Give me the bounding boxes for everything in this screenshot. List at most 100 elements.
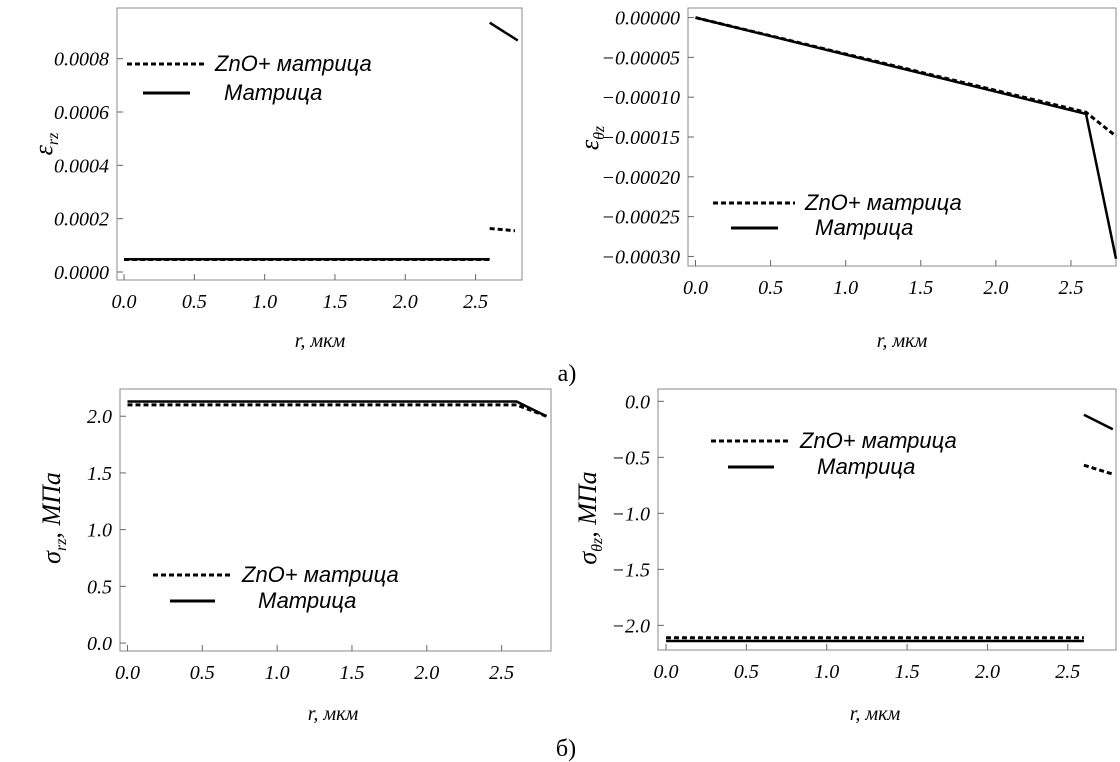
y-tick-label: 0.0 <box>625 391 650 413</box>
x-tick-label: 2.5 <box>1055 661 1080 683</box>
x-tick-label: 2.5 <box>463 291 488 313</box>
legend: ZnO+ матрица Матрица <box>713 190 962 240</box>
legend-label-zno-matrix: ZnO+ матрица <box>241 562 399 587</box>
y-tick-label: 0.0 <box>87 633 112 655</box>
y-axis: 0.0 0.5 1.0 1.5 2.0 <box>87 406 126 655</box>
y-tick-label: −0.00010 <box>602 87 681 109</box>
x-tick-label: 1.5 <box>339 662 364 684</box>
x-tick-label: 1.0 <box>814 661 839 683</box>
y-tick-label: 0.0008 <box>54 49 109 71</box>
series-line-zno-matrix <box>1083 463 1114 476</box>
y-axis: 0.0000 0.0002 0.0004 0.0006 0.0008 <box>54 49 123 284</box>
y-tick-label: 0.0002 <box>54 209 109 231</box>
legend-label-matrix: Матрица <box>224 80 322 105</box>
y-tick-label: −2.0 <box>612 615 651 637</box>
y-axis-label-unit: , МПа <box>573 471 602 537</box>
x-axis: 0.0 0.5 1.0 1.5 2.0 2.5 <box>112 274 488 313</box>
y-axis-label-unit: , МПа <box>37 472 66 538</box>
x-tick-label: 2.0 <box>975 661 1000 683</box>
x-axis-label: r, мкм <box>295 330 346 352</box>
x-tick-label: 0.5 <box>758 277 783 299</box>
y-tick-label: 0.0004 <box>54 155 109 177</box>
x-tick-label: 0.5 <box>734 661 759 683</box>
chart-strain-rz: 0.0 0.5 1.0 1.5 2.0 2.5 0.00000.00020.00040.0… <box>29 7 523 352</box>
y-tick-label: 0.0006 <box>54 102 109 124</box>
y-axis-label-sub: rz <box>45 132 62 145</box>
x-axis-label: r, мкм <box>850 703 901 725</box>
plot-frame <box>116 7 523 281</box>
chart-stress-theta-z: 0.0 0.5 1.0 1.5 2.0 2.5 0.0 −0.5 −1.0 −1.5 −2.0 Z… <box>573 388 1117 725</box>
y-tick-label: 1.0 <box>87 520 112 542</box>
x-tick-label: 1.0 <box>265 662 290 684</box>
y-tick-label: −0.00025 <box>602 207 681 229</box>
y-axis-label: σθz, МПа <box>573 471 606 564</box>
y-axis-label-main: ε <box>575 139 604 150</box>
legend-label-matrix: Матрица <box>258 588 356 613</box>
x-tick-label: 0.5 <box>190 662 215 684</box>
y-tick-label: 2.0 <box>87 406 112 428</box>
y-tick-label: −0.00020 <box>602 167 681 189</box>
legend-label-zno-matrix: ZnO+ матрица <box>214 51 372 76</box>
x-tick-label: 1.0 <box>252 291 277 313</box>
x-tick-label: 2.0 <box>393 291 418 313</box>
x-tick-label: 1.5 <box>895 661 920 683</box>
x-tick-label: 2.0 <box>983 277 1008 299</box>
series-layer <box>666 413 1114 643</box>
legend-label-zno-matrix: ZnO+ матрица <box>804 190 962 215</box>
x-tick-label: 0.5 <box>182 291 207 313</box>
x-tick-label: 2.5 <box>489 662 514 684</box>
legend-label-matrix: Матрица <box>817 454 915 479</box>
y-tick-label: 0.5 <box>87 576 112 598</box>
legend: ZnO+ матрица Матрица <box>711 428 957 479</box>
x-tick-label: 0.0 <box>115 662 140 684</box>
y-tick-label: −0.5 <box>612 447 651 469</box>
y-axis-label-sub: θz <box>591 125 608 140</box>
y-axis-label-sub: rz <box>53 538 70 551</box>
x-tick-label: 1.5 <box>322 291 347 313</box>
y-tick-label: −1.0 <box>612 503 651 525</box>
x-tick-label: 1.5 <box>908 277 933 299</box>
legend-label-matrix: Матрица <box>815 215 913 240</box>
series-line-matrix <box>127 400 548 418</box>
series-line-zno-matrix <box>695 16 1117 138</box>
y-axis-label-main: σ <box>37 550 66 564</box>
series-line-matrix <box>695 16 1118 260</box>
chart-strain-theta-z: 0.0 0.5 1.0 1.5 2.0 2.5 0.00000 −0.00005 −0.000… <box>575 7 1118 352</box>
y-tick-label: 0.00000 <box>615 8 680 30</box>
series-layer <box>695 16 1118 260</box>
plot-frame <box>119 388 552 652</box>
chart-stress-rz: 0.0 0.5 1.0 1.5 2.0 2.5 0.0 0.5 1.0 1.5 2.0 ZnO+ … <box>37 388 552 725</box>
y-axis-label-main: ε <box>29 144 58 155</box>
x-tick-label: 2.5 <box>1058 277 1083 299</box>
caption-top: а) <box>558 361 577 387</box>
series-line-zno-matrix <box>127 403 548 418</box>
series-line-zno-matrix <box>489 227 516 233</box>
y-axis: 0.00000 −0.00005 −0.00010 −0.00015 −0.00020 −… <box>602 8 694 268</box>
caption-bottom: б) <box>556 736 576 762</box>
series-line-matrix <box>489 21 519 42</box>
y-tick-label: −0.00005 <box>602 47 681 69</box>
y-axis-label: εrz <box>29 132 62 155</box>
series-layer <box>127 400 548 418</box>
x-axis: 0.0 0.5 1.0 1.5 2.0 2.5 <box>683 260 1083 299</box>
x-axis-label: r, мкм <box>308 703 359 725</box>
y-axis-label: σrz, МПа <box>37 472 70 564</box>
x-tick-label: 2.0 <box>414 662 439 684</box>
y-tick-label: −0.00030 <box>602 246 681 268</box>
plot-frame <box>657 388 1117 651</box>
y-axis: 0.0 −0.5 −1.0 −1.5 −2.0 <box>612 391 664 637</box>
legend: ZnO+ матрица Матрица <box>153 562 399 613</box>
x-tick-label: 1.0 <box>833 277 858 299</box>
y-tick-label: −0.00015 <box>602 127 681 149</box>
x-tick-label: 0.0 <box>683 277 708 299</box>
legend-label-zno-matrix: ZnO+ матрица <box>799 428 957 453</box>
x-axis: 0.0 0.5 1.0 1.5 2.0 2.5 <box>654 644 1080 683</box>
x-axis-label: r, мкм <box>877 330 928 352</box>
y-tick-label: −1.5 <box>612 559 651 581</box>
x-axis: 0.0 0.5 1.0 1.5 2.0 2.5 <box>115 645 514 684</box>
series-layer <box>124 21 519 261</box>
y-axis-label-main: σ <box>573 551 602 565</box>
x-tick-label: 0.0 <box>654 661 679 683</box>
y-tick-label: 1.5 <box>87 463 112 485</box>
